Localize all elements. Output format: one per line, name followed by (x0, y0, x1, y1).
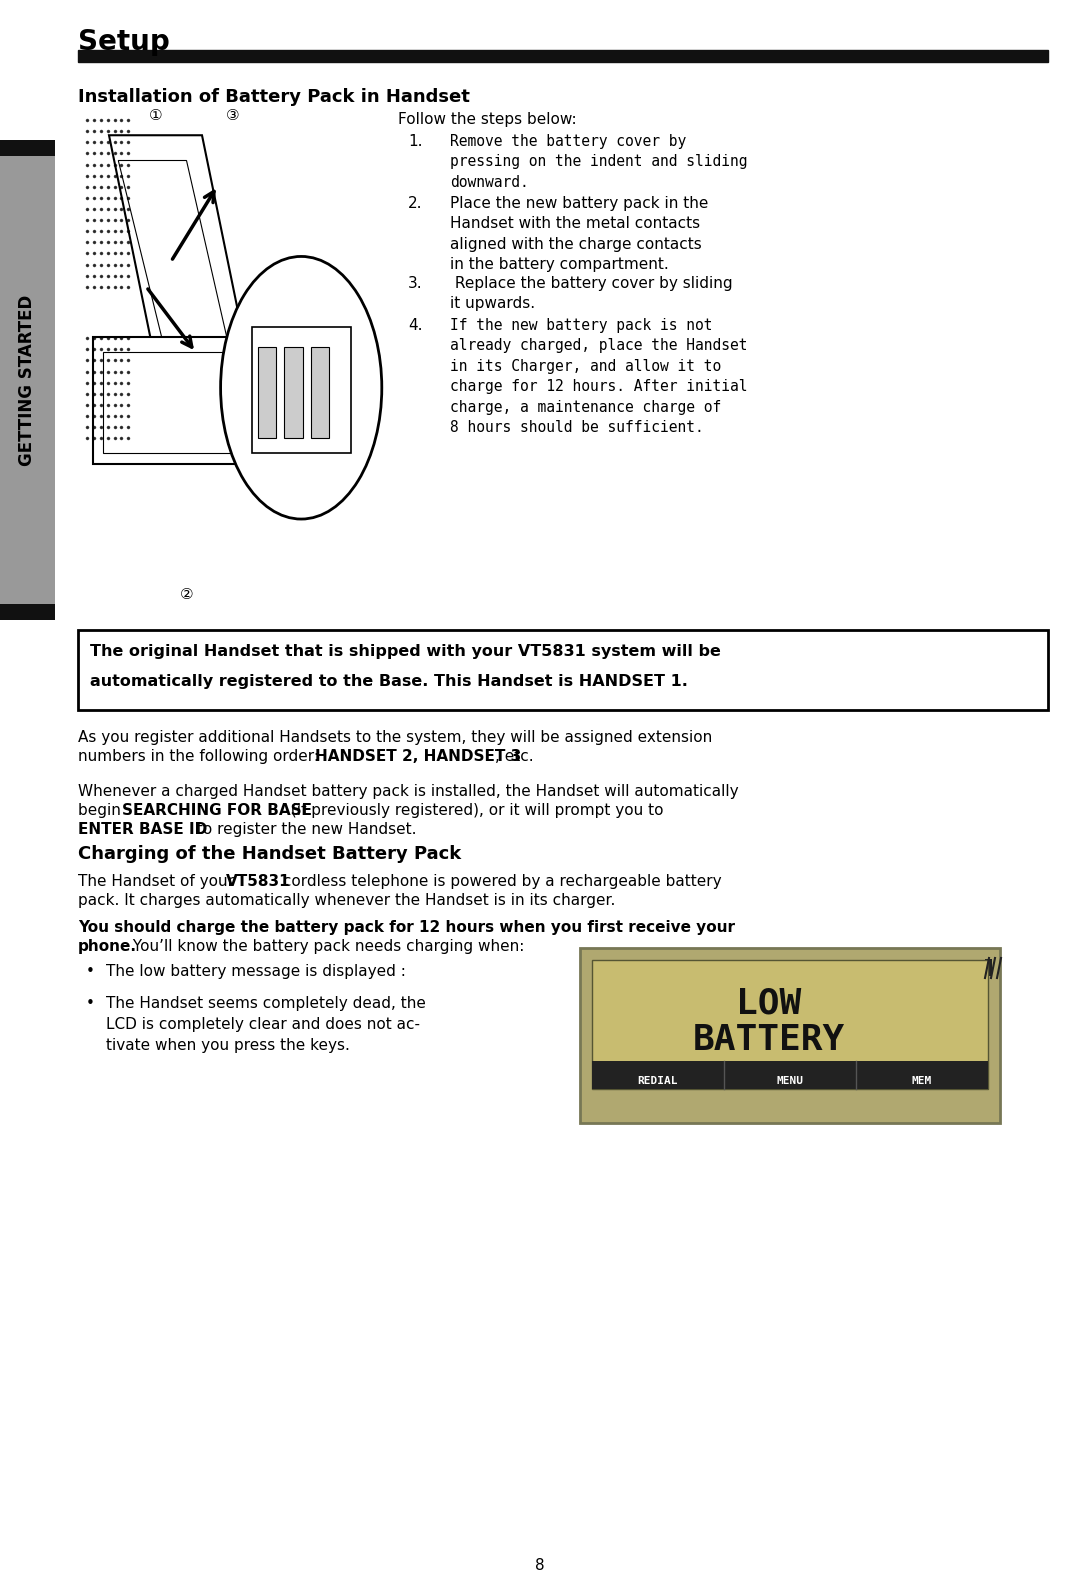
Polygon shape (109, 135, 248, 363)
Circle shape (220, 257, 382, 520)
Text: automatically registered to the Base. This Handset is HANDSET 1.: automatically registered to the Base. Th… (90, 675, 688, 689)
Text: 4.: 4. (408, 318, 422, 333)
Bar (975, 961, 982, 976)
Text: Whenever a charged Handset battery pack is installed, the Handset will automatic: Whenever a charged Handset battery pack … (78, 784, 739, 798)
Text: pack. It charges automatically whenever the Handset is in its charger.: pack. It charges automatically whenever … (78, 893, 616, 908)
Bar (0, 139, 55, 619)
Text: The low battery message is displayed :: The low battery message is displayed : (106, 965, 406, 979)
Bar (258, 347, 276, 439)
Text: MEM: MEM (912, 1076, 932, 1087)
Text: to register the new Handset.: to register the new Handset. (192, 822, 417, 836)
Bar (103, 352, 239, 453)
Text: ②: ② (179, 588, 193, 602)
Text: Setup: Setup (78, 29, 170, 55)
Bar (580, 947, 1000, 1123)
Bar (78, 51, 1048, 62)
Text: SEARCHING FOR BASE: SEARCHING FOR BASE (122, 803, 312, 817)
Text: Place the new battery pack in the
Handset with the metal contacts
aligned with t: Place the new battery pack in the Handse… (450, 196, 708, 272)
Text: •: • (86, 996, 95, 1011)
Text: 2.: 2. (408, 196, 422, 211)
Text: ①: ① (149, 108, 162, 122)
Bar (311, 347, 329, 439)
Text: begin: begin (78, 803, 125, 817)
Bar (0, 604, 55, 619)
Text: LOW: LOW (737, 985, 801, 1020)
Text: •: • (86, 965, 95, 979)
Bar (252, 328, 351, 453)
Text: If the new battery pack is not
already charged, place the Handset
in its Charger: If the new battery pack is not already c… (450, 318, 747, 436)
Text: As you register additional Handsets to the system, they will be assigned extensi: As you register additional Handsets to t… (78, 730, 712, 744)
Text: Replace the battery cover by sliding
it upwards.: Replace the battery cover by sliding it … (450, 276, 732, 312)
Text: MENU: MENU (777, 1076, 804, 1087)
Text: The original Handset that is shipped with your VT5831 system will be: The original Handset that is shipped wit… (90, 645, 720, 659)
Text: (if previously registered), or it will prompt you to: (if previously registered), or it will p… (286, 803, 663, 817)
Bar (0, 139, 55, 155)
Text: 1.: 1. (408, 135, 422, 149)
Bar (966, 965, 972, 976)
Bar (592, 1061, 988, 1090)
Text: cordless telephone is powered by a rechargeable battery: cordless telephone is powered by a recha… (278, 874, 721, 889)
Text: ③: ③ (226, 108, 240, 122)
Text: VT5831: VT5831 (226, 874, 291, 889)
Bar (592, 960, 988, 1090)
Text: ENTER BASE ID: ENTER BASE ID (78, 822, 207, 836)
Text: 8: 8 (536, 1559, 544, 1573)
Text: Charging of the Handset Battery Pack: Charging of the Handset Battery Pack (78, 844, 461, 863)
Text: You should charge the battery pack for 12 hours when you first receive your: You should charge the battery pack for 1… (78, 920, 735, 935)
Polygon shape (94, 337, 248, 464)
Text: REDIAL: REDIAL (638, 1076, 678, 1087)
Text: Follow the steps below:: Follow the steps below: (399, 112, 577, 127)
Text: BATTERY: BATTERY (693, 1023, 846, 1057)
Bar (955, 968, 962, 976)
Text: numbers in the following order:: numbers in the following order: (78, 749, 324, 763)
Text: HANDSET 2, HANDSET 3: HANDSET 2, HANDSET 3 (315, 749, 522, 763)
Bar (985, 958, 993, 976)
Bar (284, 347, 302, 439)
Text: GETTING STARTED: GETTING STARTED (18, 295, 37, 466)
Bar (945, 971, 951, 976)
Text: phone.: phone. (78, 939, 137, 954)
Bar (78, 630, 1048, 710)
Text: , etc.: , etc. (495, 749, 534, 763)
Text: Remove the battery cover by
pressing on the indent and sliding
downward.: Remove the battery cover by pressing on … (450, 135, 747, 190)
Text: Installation of Battery Pack in Handset: Installation of Battery Pack in Handset (78, 89, 470, 106)
Text: The Handset seems completely dead, the
LCD is completely clear and does not ac-
: The Handset seems completely dead, the L… (106, 996, 426, 1053)
Text: 3.: 3. (408, 276, 422, 291)
Text: The Handset of your: The Handset of your (78, 874, 239, 889)
Text: You’ll know the battery pack needs charging when:: You’ll know the battery pack needs charg… (129, 939, 525, 954)
